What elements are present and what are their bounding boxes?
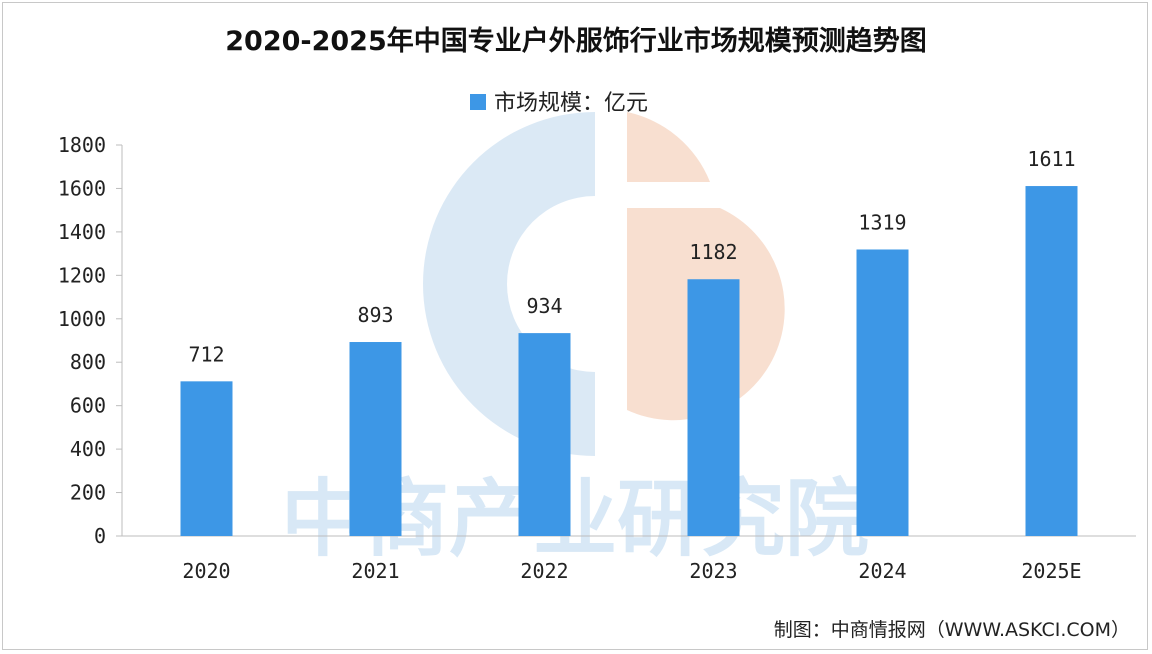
source-note: 制图：中商情报网（WWW.ASKCI.COM） xyxy=(774,619,1130,641)
data-label-2024: 1319 xyxy=(858,210,906,234)
y-ticks: 0 200 400 600 800 1000 1200 1400 1600 1800 xyxy=(58,133,122,548)
x-tick-label-2023: 2023 xyxy=(689,559,737,583)
data-label-2020: 712 xyxy=(188,342,224,366)
x-tick-label-2025E: 2025E xyxy=(1021,559,1081,583)
y-tick-label: 1800 xyxy=(58,133,106,157)
legend-swatch xyxy=(470,94,486,110)
x-tick-labels: 2020 2021 2022 2023 2024 2025E xyxy=(182,559,1081,583)
bar-2025E xyxy=(1025,186,1078,536)
data-label-2021: 893 xyxy=(357,303,393,327)
legend-label: 市场规模：亿元 xyxy=(494,91,648,116)
y-tick-label: 400 xyxy=(70,437,106,461)
data-labels: 712 893 934 1182 1319 1611 xyxy=(188,147,1075,366)
y-tick-label: 600 xyxy=(70,394,106,418)
y-tick-label: 800 xyxy=(70,350,106,374)
chart-title: 2020-2025年中国专业户外服饰行业市场规模预测趋势图 xyxy=(225,25,927,57)
x-tick-label-2022: 2022 xyxy=(520,559,568,583)
y-tick-label: 1200 xyxy=(58,263,106,287)
x-tick-label-2021: 2021 xyxy=(351,559,399,583)
y-tick-label: 1000 xyxy=(58,307,106,331)
bar-2021 xyxy=(349,342,402,536)
data-label-2023: 1182 xyxy=(689,240,737,264)
y-tick-label: 0 xyxy=(94,524,106,548)
bar-2022 xyxy=(518,333,571,536)
y-tick-label: 1600 xyxy=(58,176,106,200)
y-tick-label: 200 xyxy=(70,481,106,505)
y-tick-label: 1400 xyxy=(58,220,106,244)
bar-2020 xyxy=(180,381,233,536)
bar-2024 xyxy=(856,249,909,536)
bar-2023 xyxy=(687,279,740,536)
x-tick-label-2020: 2020 xyxy=(182,559,230,583)
data-label-2025E: 1611 xyxy=(1027,147,1075,171)
bars xyxy=(180,186,1078,536)
data-label-2022: 934 xyxy=(526,294,562,318)
x-tick-label-2024: 2024 xyxy=(858,559,906,583)
